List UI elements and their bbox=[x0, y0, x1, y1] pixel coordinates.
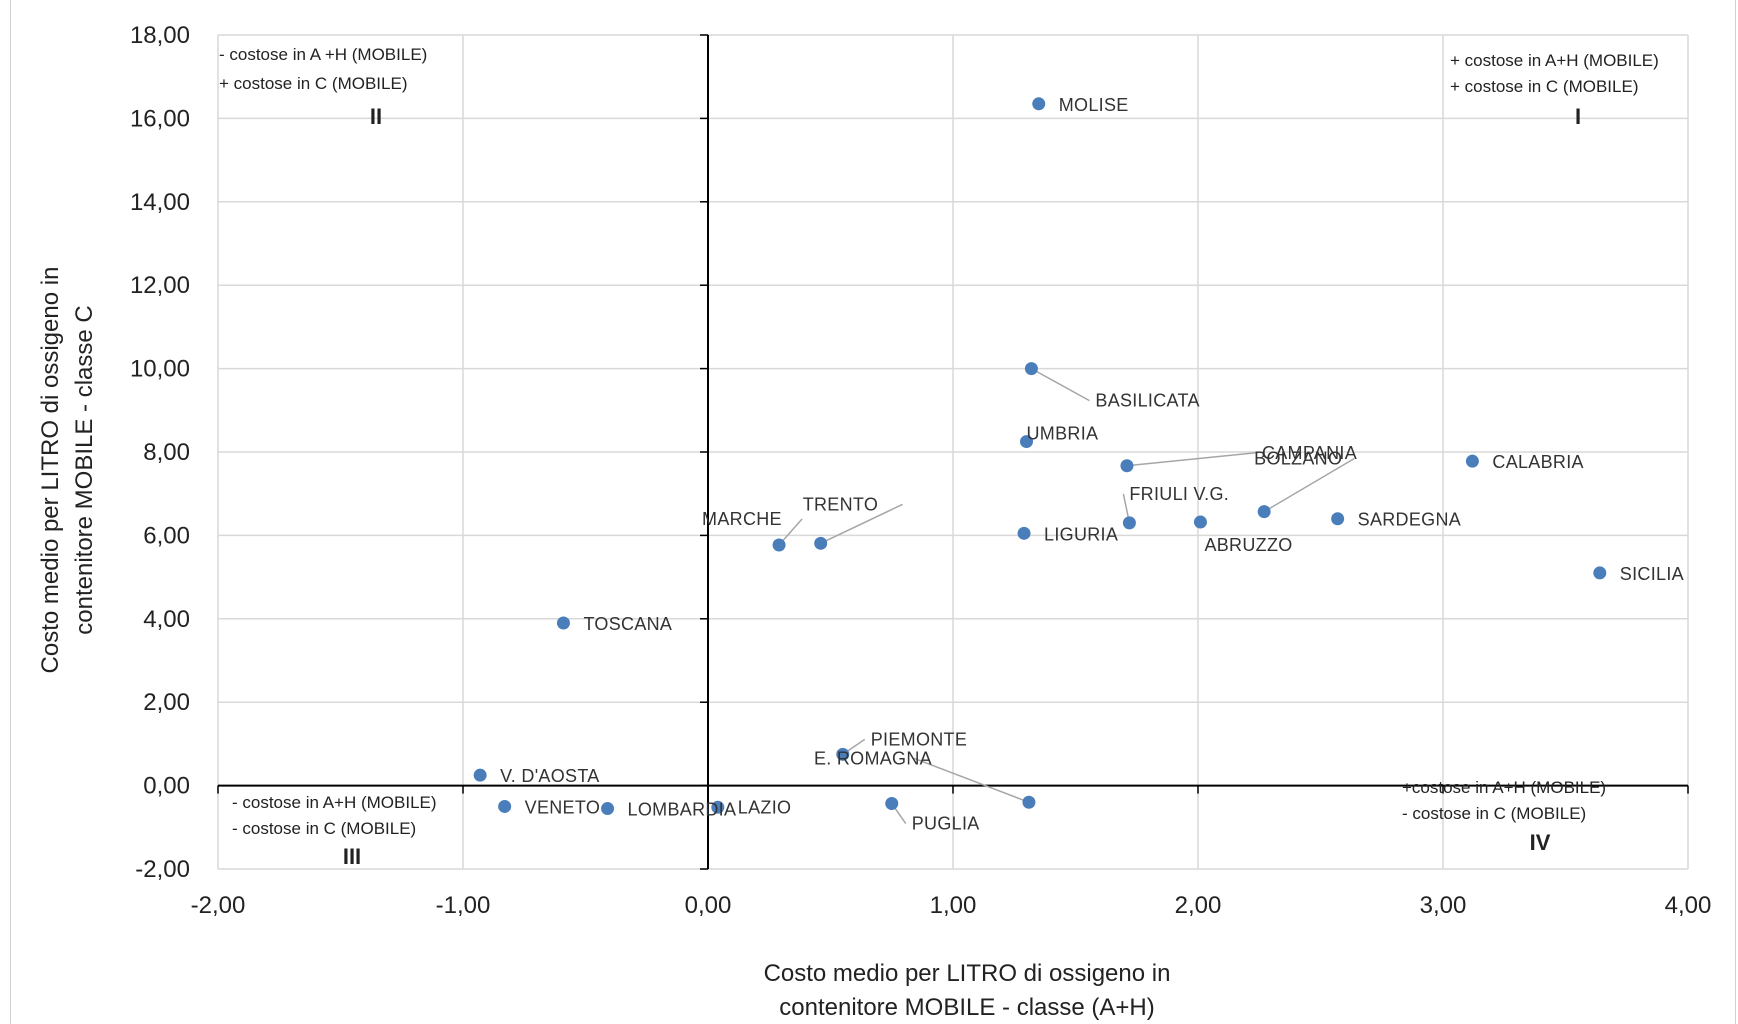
point-toscana bbox=[556, 616, 570, 630]
label-puglia: PUGLIA bbox=[912, 814, 980, 834]
label-veneto: VENETO bbox=[525, 797, 601, 817]
label-campania: CAMPANIA bbox=[1262, 443, 1357, 463]
x-tick-label: 4,00 bbox=[1665, 892, 1712, 919]
x-tick-label: 0,00 bbox=[685, 892, 732, 919]
leader-campania bbox=[1126, 452, 1257, 467]
y-axis-title-line: Costo medio per LITRO di ossigeno in bbox=[37, 267, 64, 674]
y-tick-label: 6,00 bbox=[143, 522, 190, 549]
leader-e-romagna bbox=[913, 757, 1030, 803]
point-e-romagna bbox=[1022, 795, 1036, 809]
y-axis-title: Costo medio per LITRO di ossigeno in cont… bbox=[37, 267, 98, 674]
x-tick-label: -1,00 bbox=[436, 892, 491, 919]
y-tick-label: 10,00 bbox=[130, 356, 190, 383]
label-sardegna: SARDEGNA bbox=[1358, 510, 1461, 530]
leader-basilicata bbox=[1031, 367, 1090, 402]
x-axis-title-line: Costo medio per LITRO di ossigeno in bbox=[764, 960, 1171, 987]
label-basilicata: BASILICATA bbox=[1095, 391, 1199, 411]
point-campania bbox=[1120, 459, 1134, 473]
label-friuli-v-g: FRIULI V.G. bbox=[1129, 484, 1229, 504]
point-umbria bbox=[1020, 435, 1033, 449]
gridlines bbox=[217, 34, 1689, 870]
point-lombardia bbox=[601, 802, 615, 816]
label-molise: MOLISE bbox=[1059, 95, 1129, 115]
x-axis-title-line: contenitore MOBILE - classe (A+H) bbox=[779, 994, 1154, 1021]
label-abruzzo: ABRUZZO bbox=[1204, 535, 1292, 555]
point-molise bbox=[1032, 97, 1046, 111]
label-lombardia: LOMBARDIA bbox=[628, 800, 737, 820]
quadrant-i-note: + costose in A+H (MOBILE) bbox=[1450, 51, 1659, 70]
label-calabria: CALABRIA bbox=[1492, 452, 1583, 472]
x-axis-title: Costo medio per LITRO di ossigeno in cont… bbox=[764, 960, 1171, 1021]
label-toscana: TOSCANA bbox=[583, 614, 672, 634]
label-v-d-aosta: V. D'AOSTA bbox=[500, 766, 599, 786]
point-basilicata bbox=[1024, 362, 1038, 376]
point-puglia bbox=[885, 797, 899, 811]
quadrant-iv-note: +costose in A+H (MOBILE) bbox=[1402, 778, 1606, 797]
label-e-romagna: E. ROMAGNA bbox=[814, 748, 932, 768]
label-lazio: LAZIO bbox=[738, 797, 792, 817]
x-tick-label: -2,00 bbox=[191, 892, 246, 919]
label-marche: MARCHE bbox=[702, 509, 782, 529]
point-bolzano bbox=[1257, 505, 1271, 519]
label-liguria: LIGURIA bbox=[1044, 524, 1118, 544]
label-sicilia: SICILIA bbox=[1620, 564, 1684, 584]
y-tick-label: 8,00 bbox=[143, 439, 190, 466]
y-tick-label: 4,00 bbox=[143, 606, 190, 633]
point-piemonte bbox=[836, 747, 850, 761]
y-tick-label: 12,00 bbox=[130, 272, 190, 299]
y-tick-label: 0,00 bbox=[143, 773, 190, 800]
point-lazio bbox=[711, 800, 725, 814]
y-tick-label: 2,00 bbox=[143, 689, 190, 716]
chart-frame bbox=[10, 0, 1736, 1024]
leader-trento bbox=[820, 503, 904, 545]
x-tick-label: 2,00 bbox=[1175, 892, 1222, 919]
point-friuli-v-g bbox=[1122, 516, 1136, 530]
quadrant-i-number: I bbox=[1575, 104, 1581, 129]
y-axis-title-line: contenitore MOBILE - classe C bbox=[71, 305, 98, 634]
point-abruzzo bbox=[1193, 515, 1207, 529]
x-tick-label: 3,00 bbox=[1420, 892, 1467, 919]
y-tick-label: -2,00 bbox=[135, 856, 190, 883]
point-liguria bbox=[1017, 526, 1031, 540]
quadrant-i-note: + costose in C (MOBILE) bbox=[1450, 77, 1638, 96]
point-calabria bbox=[1465, 454, 1479, 468]
label-piemonte: PIEMONTE bbox=[871, 729, 967, 749]
point-sicilia bbox=[1593, 566, 1607, 580]
quadrant-ii-note: - costose in A +H (MOBILE) bbox=[219, 45, 427, 64]
point-marche bbox=[772, 538, 786, 552]
leader-bolzano bbox=[1263, 457, 1355, 513]
y-tick-label: 14,00 bbox=[130, 189, 190, 216]
quadrant-ii-number: II bbox=[370, 104, 382, 129]
point-sardegna bbox=[1331, 512, 1345, 526]
point-v-d-aosta bbox=[473, 768, 487, 782]
label-trento: TRENTO bbox=[803, 494, 878, 514]
y-tick-label: 18,00 bbox=[130, 22, 190, 49]
x-tick-label: 1,00 bbox=[930, 892, 977, 919]
quadrant-iii-note: - costose in A+H (MOBILE) bbox=[232, 793, 437, 812]
point-trento bbox=[814, 536, 828, 550]
label-umbria: UMBRIA bbox=[1027, 424, 1099, 444]
quadrant-iv-number: IV bbox=[1530, 830, 1551, 855]
quadrant-iii-number: III bbox=[343, 844, 361, 869]
quadrant-iii-note: - costose in C (MOBILE) bbox=[232, 819, 416, 838]
quadrant-ii-note: + costose in C (MOBILE) bbox=[219, 74, 407, 93]
label-bolzano: BOLZANO bbox=[1254, 449, 1342, 469]
quadrant-iv-note: - costose in C (MOBILE) bbox=[1402, 804, 1586, 823]
y-tick-label: 16,00 bbox=[130, 105, 190, 132]
data-points bbox=[473, 97, 1607, 816]
point-veneto bbox=[498, 799, 512, 813]
